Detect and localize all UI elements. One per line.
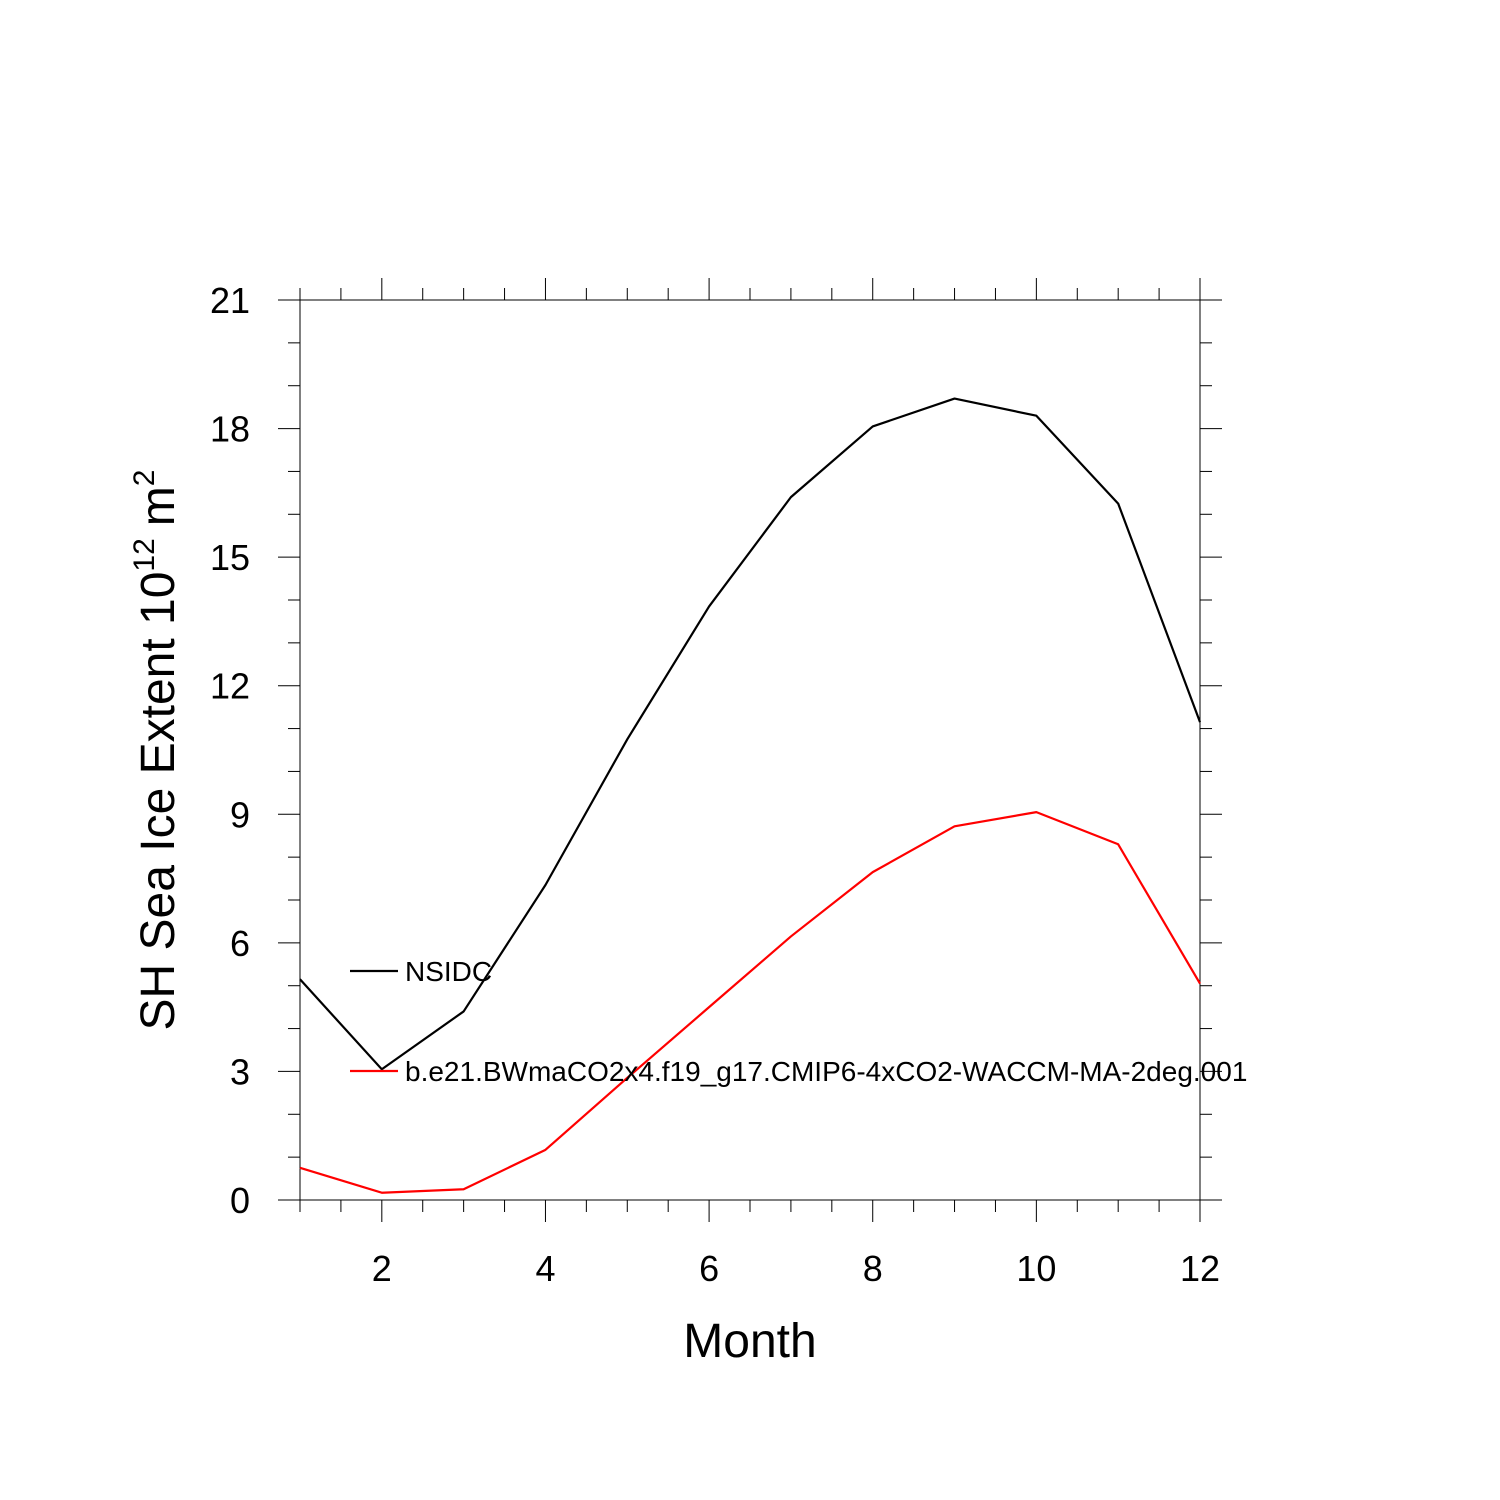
x-tick-label: 4 [535, 1248, 555, 1289]
y-tick-label: 3 [230, 1051, 250, 1092]
legend: NSIDC b.e21.BWmaCO2x4.f19_g17.CMIP6-4xCO2… [350, 956, 1247, 1087]
series-line-model [299, 811, 1201, 1194]
y-tick-label: 12 [210, 666, 250, 707]
tick-marks [278, 278, 1222, 1222]
y-axis-title-unit: m [132, 486, 185, 526]
x-tick-label: 2 [372, 1248, 392, 1289]
y-tick-label: 9 [230, 794, 250, 835]
y-axis-title: SH Sea Ice Extent 1012 m2 [128, 470, 185, 1031]
y-tick-label: 18 [210, 409, 250, 450]
x-tick-label: 6 [699, 1248, 719, 1289]
y-axis-title-superscript-1: 12 [128, 538, 161, 571]
series-lines [299, 397, 1202, 1194]
y-tick-label: 15 [210, 537, 250, 578]
legend-label: b.e21.BWmaCO2x4.f19_g17.CMIP6-4xCO2-WACC… [405, 1056, 1247, 1087]
x-tick-label: 10 [1016, 1248, 1056, 1289]
legend-label: NSIDC [405, 956, 492, 987]
y-tick-label: 21 [210, 280, 250, 321]
x-tick-label: 8 [863, 1248, 883, 1289]
y-tick-label: 6 [230, 923, 250, 964]
y-tick-label: 0 [230, 1180, 250, 1221]
y-axis-title-superscript-2: 2 [128, 470, 161, 487]
series-line-nsidc [299, 397, 1202, 1071]
y-axis-title-text: SH Sea Ice Extent 10 [132, 572, 185, 1031]
x-axis-title: Month [683, 1315, 816, 1368]
tick-labels: 2 4 6 8 10 12 0 3 6 9 12 15 18 21 [210, 280, 1220, 1289]
x-tick-label: 12 [1180, 1248, 1220, 1289]
